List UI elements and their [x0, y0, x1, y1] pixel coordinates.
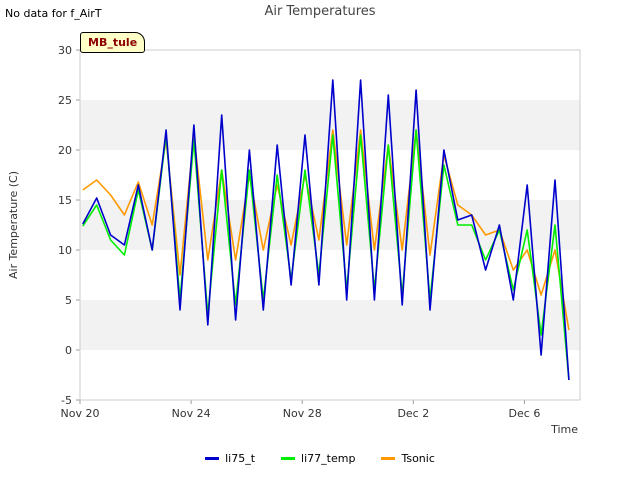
legend-item: li77_temp: [281, 452, 355, 465]
chart-legend: li75_t li77_temp Tsonic: [0, 452, 640, 465]
y-axis-label: Air Temperature (C): [7, 171, 20, 279]
y-tick-label: 5: [65, 294, 72, 307]
y-tick-label: 15: [58, 194, 72, 207]
series-line-li75_t: [82, 79, 570, 381]
no-data-note: No data for f_AirT: [5, 7, 102, 20]
y-tick-label: 25: [58, 94, 72, 107]
legend-swatch: [281, 457, 296, 460]
grid-band: [80, 250, 580, 300]
legend-swatch: [381, 457, 396, 460]
grid-band: [80, 50, 580, 100]
grid-band: [80, 200, 580, 250]
legend-label: li75_t: [225, 452, 256, 465]
y-tick-label: -5: [61, 394, 72, 407]
chart-title: Air Temperatures: [264, 4, 376, 19]
x-tick-label: Nov 24: [172, 407, 211, 420]
legend-label: li77_temp: [301, 452, 356, 465]
x-tick-label: Dec 2: [397, 407, 429, 420]
y-tick-label: 30: [58, 44, 72, 57]
x-tick-label: Nov 20: [61, 407, 100, 420]
site-label-badge: MB_tule: [80, 32, 146, 53]
grid-band: [80, 300, 580, 350]
x-tick-label: Nov 28: [283, 407, 322, 420]
x-tick-label: Dec 6: [509, 407, 541, 420]
grid-band: [80, 350, 580, 400]
legend-item: li75_t: [205, 452, 255, 465]
y-tick-label: 10: [58, 244, 72, 257]
legend-label: Tsonic: [401, 452, 435, 465]
legend-swatch: [205, 457, 220, 460]
y-tick-label: 0: [65, 344, 72, 357]
y-tick-label: 20: [58, 144, 72, 157]
x-axis-label: Time: [550, 423, 578, 436]
legend-item: Tsonic: [381, 452, 435, 465]
